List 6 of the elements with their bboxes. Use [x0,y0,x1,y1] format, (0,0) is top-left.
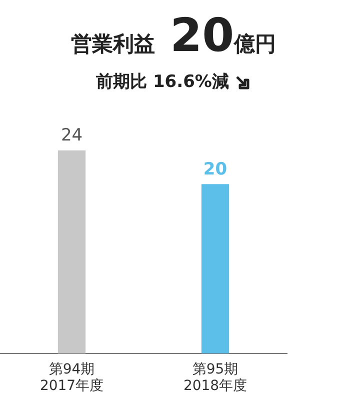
x-tick-label: 第94期 2017年度 [40,361,104,394]
data-label: 24 [60,126,83,146]
data-label: 20 [203,159,228,180]
x-tick-label: 第95期 2018年度 [183,361,248,394]
chart-subtitle: 前期比 16.6%減 [96,71,229,94]
chart-title: 営業利益 20億円 [70,8,276,62]
